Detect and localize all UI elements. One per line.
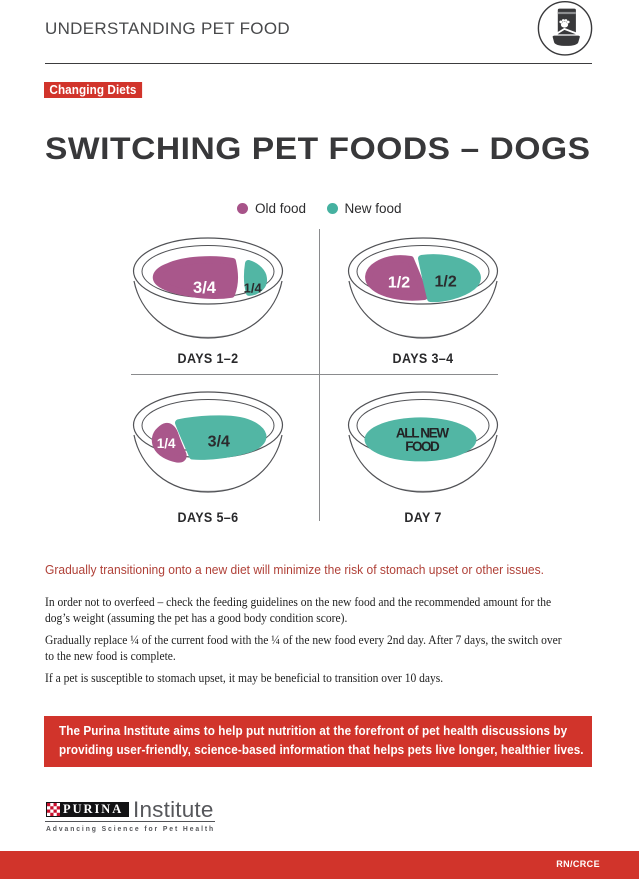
legend-item-old-food: Old food xyxy=(237,200,307,216)
bowl-day-7: ALL NEW FOOD xyxy=(345,389,501,504)
bowl1-old-fraction: 3/4 xyxy=(193,279,217,297)
bowl-days-3-4: 1/2 1/2 xyxy=(345,235,501,350)
bowl1-label: DAYS 1–2 xyxy=(177,349,239,366)
body-p1-line2: dog’s weight (assuming the pet has a goo… xyxy=(45,609,348,625)
callout-text: The Purina Institute aims to help put nu… xyxy=(59,721,584,759)
bowl3-old-fraction: 1/4 xyxy=(157,435,176,450)
footer-rule xyxy=(45,821,215,822)
purina-logo: PURINA xyxy=(45,801,129,817)
bowl3-label: DAYS 5–6 xyxy=(177,509,239,526)
header-title: UNDERSTANDING PET FOOD xyxy=(45,19,290,38)
bowl4-label: DAY 7 xyxy=(403,509,442,526)
callout-box: The Purina Institute aims to help put nu… xyxy=(44,716,592,767)
body-paragraph-1: In order not to overfeed – check the fee… xyxy=(45,594,551,625)
bowl2-new-fraction: 1/2 xyxy=(434,273,456,290)
lead-sentence: Gradually transitioning onto a new diet … xyxy=(45,561,545,577)
body-paragraph-2: Gradually replace ¼ of the current food … xyxy=(45,632,562,663)
legend-label-new-food: New food xyxy=(344,200,402,216)
callout-line1: The Purina Institute aims to help put nu… xyxy=(59,722,568,738)
footer-tagline: Advancing Science for Pet Health xyxy=(45,824,215,833)
bowl1-new-fraction: 1/4 xyxy=(244,280,263,295)
body-p2-line2: to the new food is complete. xyxy=(45,647,176,663)
legend-label-old-food: Old food xyxy=(255,200,307,216)
body-p3-line1: If a pet is susceptible to stomach upset… xyxy=(45,669,444,685)
quadrant-divider-horizontal xyxy=(131,374,498,375)
purina-wordmark: PURINA xyxy=(63,801,124,816)
old-food-dot-icon xyxy=(237,203,248,214)
legend-item-new-food: New food xyxy=(326,200,402,216)
bowl-days-1-2: 3/4 1/4 xyxy=(130,235,286,350)
bowl3-new-fraction: 3/4 xyxy=(208,433,230,450)
purina-checkerboard-icon xyxy=(46,802,60,816)
body-paragraph-3: If a pet is susceptible to stomach upset… xyxy=(45,670,443,686)
section-tag: Changing Diets xyxy=(44,82,142,98)
bowl2-old-fraction: 1/2 xyxy=(387,274,409,291)
quadrant-divider-vertical xyxy=(319,229,320,521)
bowl4-all-new-line1: ALL NEW xyxy=(395,425,448,440)
body-p2-line1: Gradually replace ¼ of the current food … xyxy=(45,632,562,648)
bowl-days-5-6: 1/4 3/4 xyxy=(130,389,286,504)
body-p1-line1: In order not to overfeed – check the fee… xyxy=(45,594,552,610)
bottom-red-bar: RN/CRCE xyxy=(0,851,639,879)
header-rule xyxy=(45,63,592,64)
new-food-dot-icon xyxy=(326,203,338,214)
bowl2-label: DAYS 3–4 xyxy=(392,349,453,366)
callout-line2: providing user-friendly, science-based i… xyxy=(59,741,584,757)
page-title: SWITCHING PET FOODS – DOGS xyxy=(45,130,591,166)
document-code: RN/CRCE xyxy=(556,859,600,869)
bowl4-all-new-line2: FOOD xyxy=(405,439,440,454)
institute-wordmark: Institute xyxy=(133,796,214,822)
pet-food-bag-and-bowl-icon xyxy=(537,0,593,62)
